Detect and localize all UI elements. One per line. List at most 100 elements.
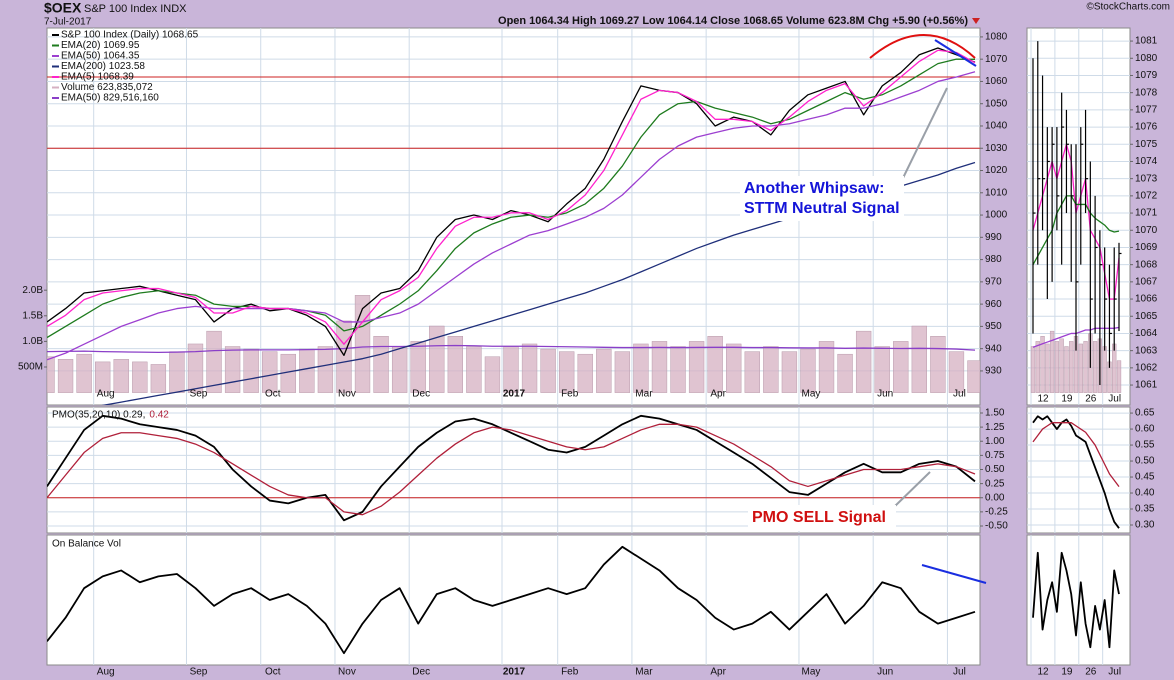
volume-bar: [1083, 341, 1088, 393]
y-tick-label: 1064: [1135, 328, 1158, 339]
x-tick-label: Nov: [338, 389, 356, 400]
y-tick-label: 1079: [1135, 70, 1158, 81]
y-tick-label: 970: [985, 276, 1002, 287]
volume-bar: [967, 360, 980, 393]
y-tick-label: 950: [985, 321, 1002, 332]
x-tick-label: Jul: [1108, 394, 1121, 405]
legend-label: EMA(50) 1064.35: [61, 51, 140, 62]
down-arrow: [972, 18, 980, 24]
y-tick-label: 1061: [1135, 380, 1158, 391]
y-tick-label: 1076: [1135, 122, 1158, 133]
volume-bar: [336, 320, 352, 393]
y-tick-label: 1010: [985, 187, 1008, 198]
volume-bar: [484, 356, 501, 393]
legend-label: EMA(5) 1068.39: [61, 72, 134, 83]
y-tick-label: 990: [985, 232, 1002, 243]
x-tick-label: Feb: [561, 667, 579, 678]
y-tick-label: 1081: [1135, 36, 1158, 47]
volume-bar: [577, 353, 593, 393]
volume-bar: [837, 353, 853, 393]
legend-label: On Balance Vol: [52, 539, 121, 550]
top-arc: [869, 34, 976, 59]
volume-bar: [466, 346, 482, 393]
y-tick-label: 1080: [985, 32, 1008, 43]
y-tick-label: 2.0B: [22, 285, 43, 296]
y-tick-label: 1070: [985, 54, 1008, 65]
y-tick-label: 1063: [1135, 345, 1158, 356]
volume-bar: [57, 359, 74, 393]
volume-bar: [243, 348, 259, 393]
y-tick-label: 0.45: [1135, 472, 1155, 483]
volume-bar: [113, 359, 129, 393]
x-tick-label: Oct: [265, 389, 281, 400]
volume-bar: [1116, 360, 1122, 393]
annotation: STTM Neutral Signal: [744, 200, 900, 217]
y-tick-label: 1.00: [985, 436, 1005, 447]
x-tick-label: Sep: [190, 389, 208, 400]
x-tick-label: Jun: [877, 389, 893, 400]
y-tick-label: 1067: [1135, 276, 1158, 287]
series-line: [47, 49, 976, 345]
x-tick-label: Aug: [97, 389, 115, 400]
volume-bar: [633, 343, 649, 393]
y-tick-label: 1.25: [985, 422, 1005, 433]
volume-bar: [169, 351, 185, 393]
series-line: [47, 414, 976, 522]
annotation-box: [748, 505, 896, 531]
legend-label: EMA(50) 829,516,160: [61, 93, 159, 104]
volume-bar: [1092, 341, 1098, 393]
legend-label: Volume 623,835,072: [61, 82, 153, 93]
y-tick-label: -0.25: [985, 507, 1008, 518]
volume-bar: [874, 346, 890, 393]
volume-bar: [688, 341, 705, 393]
volume-bar: [930, 336, 946, 393]
trend-line: [921, 564, 987, 584]
volume-bar: [429, 325, 445, 393]
date: 7-Jul-2017: [44, 17, 92, 28]
volume-bar: [744, 351, 760, 393]
series-line: [47, 344, 976, 354]
y-tick-label: 1075: [1135, 139, 1158, 150]
volume-bar: [410, 341, 426, 393]
x-tick-label: May: [802, 389, 821, 400]
y-tick-label: 0.35: [1135, 504, 1155, 515]
y-tick-label: 1062: [1135, 362, 1158, 373]
y-tick-label: 0.75: [985, 450, 1005, 461]
y-tick-label: 1078: [1135, 87, 1158, 98]
y-tick-label: 0.00: [985, 492, 1005, 503]
y-tick-label: 1072: [1135, 191, 1158, 202]
volume-bar: [187, 343, 204, 393]
pointer: [892, 471, 931, 509]
volume-bar: [1045, 343, 1050, 393]
y-tick-label: 1069: [1135, 242, 1158, 253]
y-tick-label: 1000: [985, 210, 1008, 221]
volume-bar: [262, 351, 278, 393]
volume-bar: [707, 336, 723, 393]
y-tick-label: 1071: [1135, 208, 1158, 219]
x-tick-label: 2017: [503, 389, 526, 400]
y-tick-label: 1.50: [985, 408, 1005, 419]
y-tick-label: -0.50: [985, 521, 1008, 532]
series-line: [47, 71, 976, 361]
x-tick-label: Jul: [953, 389, 966, 400]
volume-bar: [224, 346, 241, 393]
y-tick-label: 1.0B: [22, 336, 43, 347]
volume-bar: [855, 330, 872, 393]
y-tick-label: 1066: [1135, 294, 1158, 305]
y-tick-label: 0.25: [985, 478, 1005, 489]
y-tick-label: 1070: [1135, 225, 1158, 236]
pmo-plot: [47, 407, 980, 533]
x-tick-label: Jul: [1108, 667, 1121, 678]
volume-bar: [503, 346, 519, 393]
volume-bar: [614, 351, 631, 393]
y-tick-label: 940: [985, 343, 1002, 354]
x-tick-label: Aug: [97, 667, 115, 678]
x-tick-label: Sep: [190, 667, 208, 678]
legend-label: EMA(20) 1069.95: [61, 40, 140, 51]
x-tick-label: May: [802, 667, 821, 678]
y-tick-label: 0.40: [1135, 488, 1155, 499]
series-line: [47, 545, 976, 655]
series-line: [47, 58, 976, 339]
volume-bar: [1112, 343, 1117, 393]
x-tick-label: 19: [1061, 667, 1073, 678]
